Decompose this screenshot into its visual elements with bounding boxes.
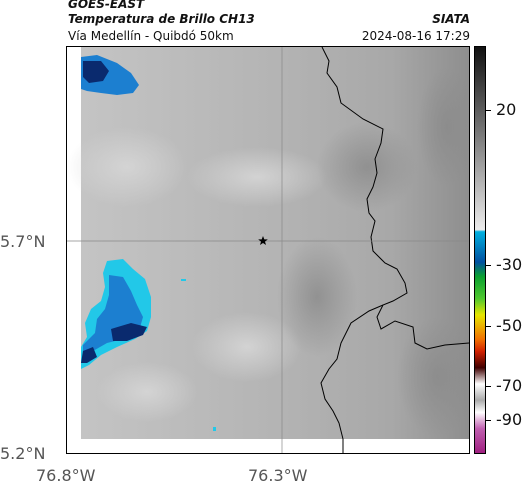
colorbar-label: -50 <box>496 316 523 335</box>
map-canvas <box>67 47 469 453</box>
header-product: Temperatura de Brillo CH13 <box>68 12 255 26</box>
colorbar <box>474 46 486 454</box>
satellite-map <box>66 46 470 454</box>
colorbar-tick <box>486 265 491 266</box>
header-brand: SIATA <box>432 12 470 26</box>
colorbar-tick <box>486 326 491 327</box>
lon-tick-label: 76.8°W <box>36 466 96 485</box>
lat-tick-label: 5.7°N <box>0 232 46 251</box>
colorbar-label: -30 <box>496 255 523 274</box>
star-icon <box>258 236 268 245</box>
lon-tick-label: 76.3°W <box>248 466 308 485</box>
colorbar-label: -90 <box>496 410 523 429</box>
header-route: Vía Medellín - Quibdó 50km <box>68 29 234 43</box>
coastline <box>321 47 469 350</box>
header-title: GOES-EAST <box>68 0 145 11</box>
colorbar-tick <box>486 420 491 421</box>
header-timestamp: 2024-08-16 17:29 <box>361 29 470 43</box>
river-border <box>320 304 384 453</box>
colorbar-tick <box>486 386 491 387</box>
colorbar-label: -70 <box>496 376 523 395</box>
colorbar-tick <box>486 110 491 111</box>
lat-tick-label: 5.2°N <box>0 444 46 463</box>
colorbar-label: 20 <box>496 100 517 119</box>
